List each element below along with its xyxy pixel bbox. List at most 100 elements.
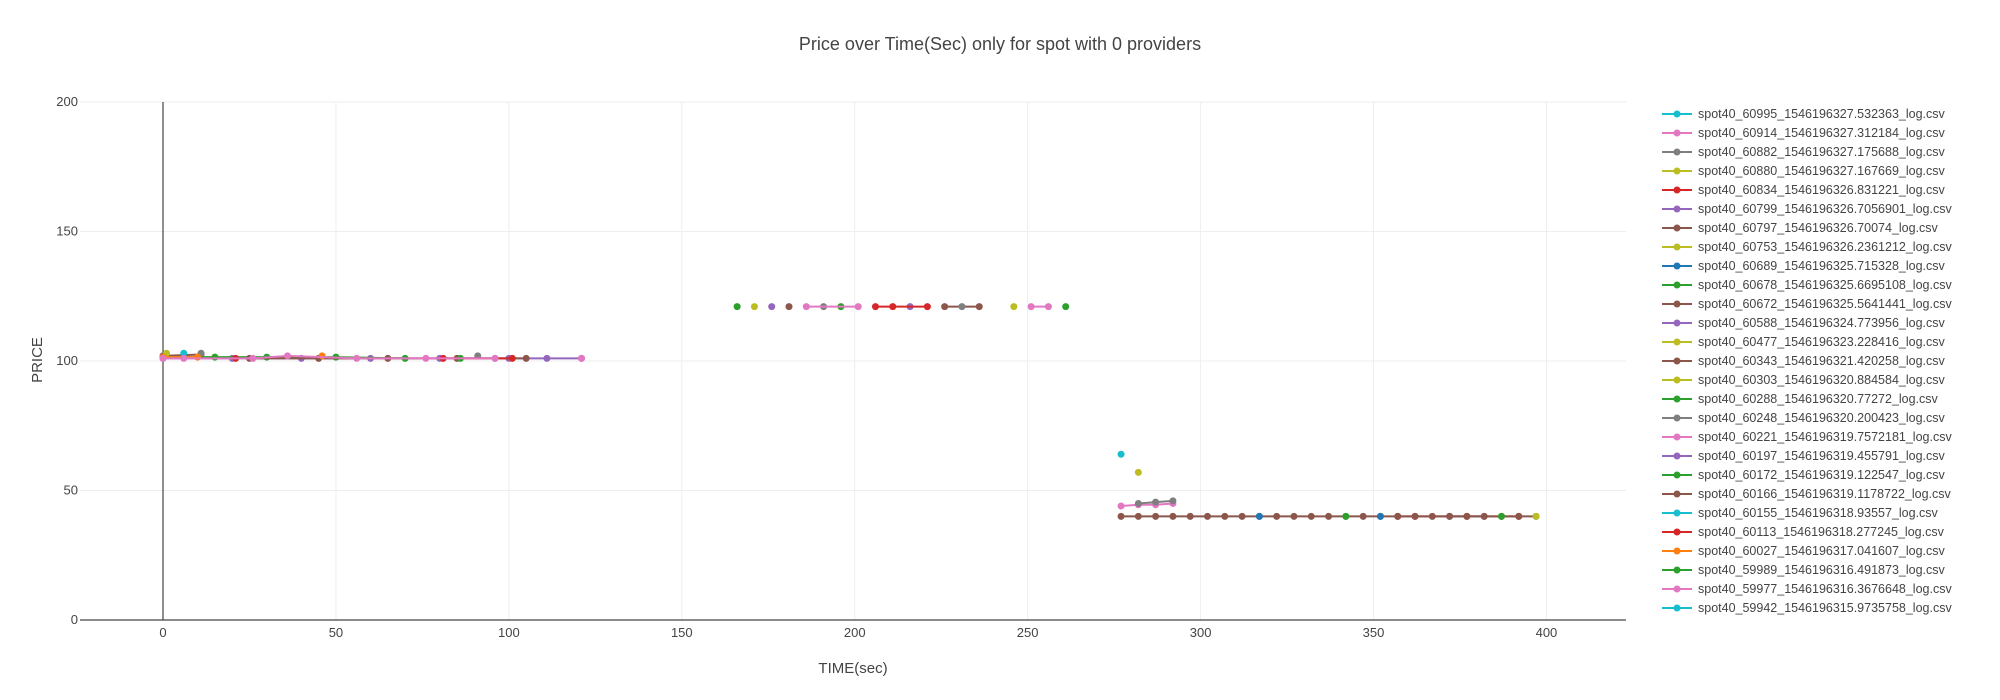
- legend-swatch-marker: [1673, 585, 1681, 593]
- legend-item[interactable]: spot40_60797_1546196326.70074_log.csv: [1662, 221, 1939, 235]
- legend-label: spot40_60197_1546196319.455791_log.csv: [1698, 449, 1946, 463]
- data-point: [577, 354, 585, 362]
- legend-swatch-marker: [1673, 547, 1681, 555]
- legend-item[interactable]: spot40_60166_1546196319.1178722_log.csv: [1662, 487, 1952, 501]
- legend-label: spot40_60172_1546196319.122547_log.csv: [1698, 468, 1946, 482]
- data-point: [249, 354, 257, 362]
- data-point: [785, 303, 793, 311]
- data-point: [923, 303, 931, 311]
- y-tick-label: 100: [56, 353, 78, 368]
- data-point: [211, 353, 219, 361]
- legend-label: spot40_60797_1546196326.70074_log.csv: [1698, 221, 1939, 235]
- x-tick-label: 400: [1536, 625, 1558, 640]
- legend-swatch-marker: [1673, 338, 1681, 346]
- series-8: [1255, 512, 1384, 520]
- series-2: [1134, 497, 1177, 507]
- grid: [80, 101, 1626, 620]
- legend-label: spot40_60343_1546196321.420258_log.csv: [1698, 354, 1946, 368]
- data-point: [1290, 512, 1298, 520]
- legend-label: spot40_60303_1546196320.884584_log.csv: [1698, 373, 1946, 387]
- data-point: [1394, 512, 1402, 520]
- legend-item[interactable]: spot40_60914_1546196327.312184_log.csv: [1662, 126, 1946, 140]
- data-point: [1411, 512, 1419, 520]
- legend-item[interactable]: spot40_60678_1546196325.6695108_log.csv: [1662, 278, 1952, 292]
- legend-swatch-marker: [1673, 433, 1681, 441]
- data-point: [1480, 512, 1488, 520]
- series-layer: [159, 303, 1540, 520]
- series-9: [1342, 512, 1505, 520]
- legend-label: spot40_60027_1546196317.041607_log.csv: [1698, 544, 1946, 558]
- series-0: [1117, 450, 1125, 458]
- series-11: [768, 303, 914, 311]
- data-point: [733, 303, 741, 311]
- series-3: [1134, 468, 1142, 476]
- legend-label: spot40_60834_1546196326.831221_log.csv: [1698, 183, 1946, 197]
- legend-item[interactable]: spot40_60197_1546196319.455791_log.csv: [1662, 449, 1946, 463]
- data-point: [1134, 512, 1142, 520]
- legend-item[interactable]: spot40_60248_1546196320.200423_log.csv: [1662, 411, 1946, 425]
- legend-swatch-marker: [1673, 110, 1681, 118]
- legend-item[interactable]: spot40_60882_1546196327.175688_log.csv: [1662, 145, 1946, 159]
- x-tick-label: 350: [1363, 625, 1385, 640]
- legend-item[interactable]: spot40_60799_1546196326.7056901_log.csv: [1662, 202, 1952, 216]
- legend[interactable]: spot40_60995_1546196327.532363_log.csvsp…: [1662, 107, 1952, 615]
- legend-label: spot40_60995_1546196327.532363_log.csv: [1698, 107, 1946, 121]
- legend-item[interactable]: spot40_60672_1546196325.5641441_log.csv: [1662, 297, 1952, 311]
- x-tick-label: 200: [844, 625, 866, 640]
- data-point: [194, 353, 202, 361]
- data-point: [1152, 512, 1160, 520]
- legend-item[interactable]: spot40_60113_1546196318.277245_log.csv: [1662, 525, 1945, 539]
- legend-item[interactable]: spot40_60027_1546196317.041607_log.csv: [1662, 544, 1946, 558]
- legend-item[interactable]: spot40_60343_1546196321.420258_log.csv: [1662, 354, 1946, 368]
- legend-item[interactable]: spot40_60172_1546196319.122547_log.csv: [1662, 468, 1946, 482]
- legend-swatch-marker: [1673, 186, 1681, 194]
- x-tick-label: 250: [1017, 625, 1039, 640]
- x-tick-label: 100: [498, 625, 520, 640]
- data-point: [941, 303, 949, 311]
- legend-item[interactable]: spot40_59989_1546196316.491873_log.csv: [1662, 563, 1946, 577]
- legend-swatch-marker: [1673, 376, 1681, 384]
- legend-item[interactable]: spot40_59977_1546196316.3676648_log.csv: [1662, 582, 1952, 596]
- legend-label: spot40_59942_1546196315.9735758_log.csv: [1698, 601, 1952, 615]
- legend-item[interactable]: spot40_60221_1546196319.7572181_log.csv: [1662, 430, 1952, 444]
- legend-item[interactable]: spot40_60753_1546196326.2361212_log.csv: [1662, 240, 1952, 254]
- legend-item[interactable]: spot40_60477_1546196323.228416_log.csv: [1662, 335, 1946, 349]
- legend-item[interactable]: spot40_60303_1546196320.884584_log.csv: [1662, 373, 1946, 387]
- legend-item[interactable]: spot40_60288_1546196320.77272_log.csv: [1662, 392, 1939, 406]
- legend-swatch-marker: [1673, 224, 1681, 232]
- legend-label: spot40_59977_1546196316.3676648_log.csv: [1698, 582, 1952, 596]
- legend-item[interactable]: spot40_60834_1546196326.831221_log.csv: [1662, 183, 1946, 197]
- x-tick-label: 150: [671, 625, 693, 640]
- data-point: [1062, 303, 1070, 311]
- legend-item[interactable]: spot40_60689_1546196325.715328_log.csv: [1662, 259, 1946, 273]
- data-point: [543, 354, 551, 362]
- data-point: [1515, 512, 1523, 520]
- legend-item[interactable]: spot40_60995_1546196327.532363_log.csv: [1662, 107, 1946, 121]
- y-axis-title: PRICE: [29, 337, 46, 383]
- data-point: [1010, 303, 1018, 311]
- data-point: [1428, 512, 1436, 520]
- legend-label: spot40_60753_1546196326.2361212_log.csv: [1698, 240, 1952, 254]
- data-point: [1117, 502, 1125, 510]
- legend-item[interactable]: spot40_60155_1546196318.93557_log.csv: [1662, 506, 1939, 520]
- legend-swatch-marker: [1673, 528, 1681, 536]
- legend-label: spot40_60880_1546196327.167669_log.csv: [1698, 164, 1946, 178]
- legend-swatch-marker: [1673, 148, 1681, 156]
- data-point: [1169, 497, 1177, 505]
- data-point: [159, 354, 167, 362]
- legend-swatch-marker: [1673, 357, 1681, 365]
- legend-swatch-marker: [1673, 471, 1681, 479]
- data-point: [1359, 512, 1367, 520]
- legend-label: spot40_60248_1546196320.200423_log.csv: [1698, 411, 1946, 425]
- legend-swatch-marker: [1673, 281, 1681, 289]
- data-point: [1134, 468, 1142, 476]
- legend-swatch-marker: [1673, 205, 1681, 213]
- legend-item[interactable]: spot40_60880_1546196327.167669_log.csv: [1662, 164, 1946, 178]
- legend-label: spot40_59989_1546196316.491873_log.csv: [1698, 563, 1946, 577]
- data-point: [1044, 303, 1052, 311]
- data-point: [422, 354, 430, 362]
- data-point: [1027, 303, 1035, 311]
- legend-item[interactable]: spot40_59942_1546196315.9735758_log.csv: [1662, 601, 1952, 615]
- legend-item[interactable]: spot40_60588_1546196324.773956_log.csv: [1662, 316, 1946, 330]
